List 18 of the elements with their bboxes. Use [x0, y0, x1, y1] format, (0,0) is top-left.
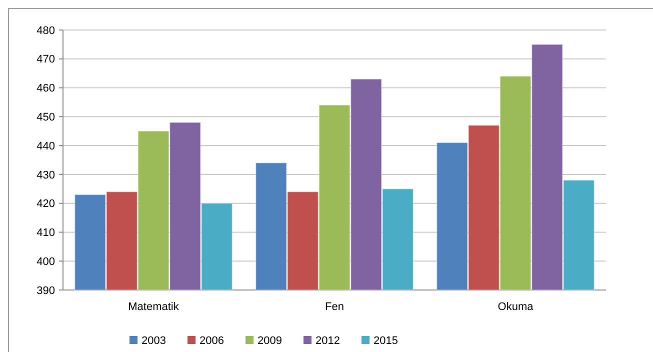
y-tick-label: 450: [36, 112, 55, 124]
y-tick-label: 460: [36, 82, 55, 95]
x-tick-label: Okuma: [498, 301, 534, 313]
legend-label: 2012: [316, 334, 340, 347]
legend-label: 2015: [374, 334, 398, 347]
legend-label: 2003: [142, 334, 166, 347]
y-tick-label: 430: [36, 169, 55, 182]
y-tick-label: 420: [36, 198, 55, 210]
y-tick-label: 410: [36, 227, 55, 240]
y-tick-label: 390: [36, 284, 55, 297]
y-tick-label: 400: [36, 256, 55, 268]
legend-label: 2009: [258, 334, 282, 347]
y-tick-label: 470: [36, 54, 55, 66]
x-tick-label: Matematik: [128, 301, 180, 313]
y-tick-label: 440: [36, 140, 55, 152]
legend-label: 2006: [200, 334, 224, 347]
y-tick-label: 480: [36, 24, 55, 37]
x-tick-label: Fen: [325, 301, 344, 313]
